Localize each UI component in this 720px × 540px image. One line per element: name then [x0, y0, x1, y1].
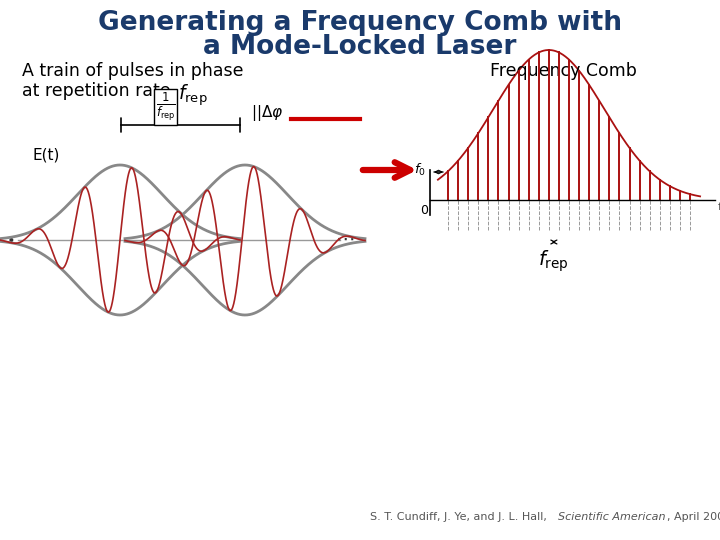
Text: A train of pulses in phase: A train of pulses in phase — [22, 62, 243, 80]
Text: $\bullet$: $\bullet$ — [6, 231, 14, 245]
Text: frequency: frequency — [718, 202, 720, 212]
Text: Scientific American: Scientific American — [558, 512, 665, 522]
Text: $\cdots$: $\cdots$ — [335, 228, 354, 247]
Text: $\frac{1}{f_{\rm rep}}$: $\frac{1}{f_{\rm rep}}$ — [156, 91, 176, 123]
Text: S. T. Cundiff, J. Ye, and J. L. Hall,: S. T. Cundiff, J. Ye, and J. L. Hall, — [370, 512, 550, 522]
Text: $f_0$: $f_0$ — [414, 162, 426, 178]
Text: a Mode-Locked Laser: a Mode-Locked Laser — [203, 34, 517, 60]
Text: E(t): E(t) — [32, 147, 59, 163]
Text: $f_{\rm rep}$: $f_{\rm rep}$ — [539, 248, 570, 273]
Text: Generating a Frequency Comb with: Generating a Frequency Comb with — [98, 10, 622, 36]
Text: $||\Delta\varphi$: $||\Delta\varphi$ — [251, 103, 284, 123]
Text: $f_{\rm rep}$: $f_{\rm rep}$ — [178, 83, 207, 109]
Text: 0: 0 — [420, 204, 428, 217]
Text: Frequency Comb: Frequency Comb — [490, 62, 637, 80]
Text: , April 2008: , April 2008 — [667, 512, 720, 522]
Text: at repetition rate: at repetition rate — [22, 82, 176, 100]
